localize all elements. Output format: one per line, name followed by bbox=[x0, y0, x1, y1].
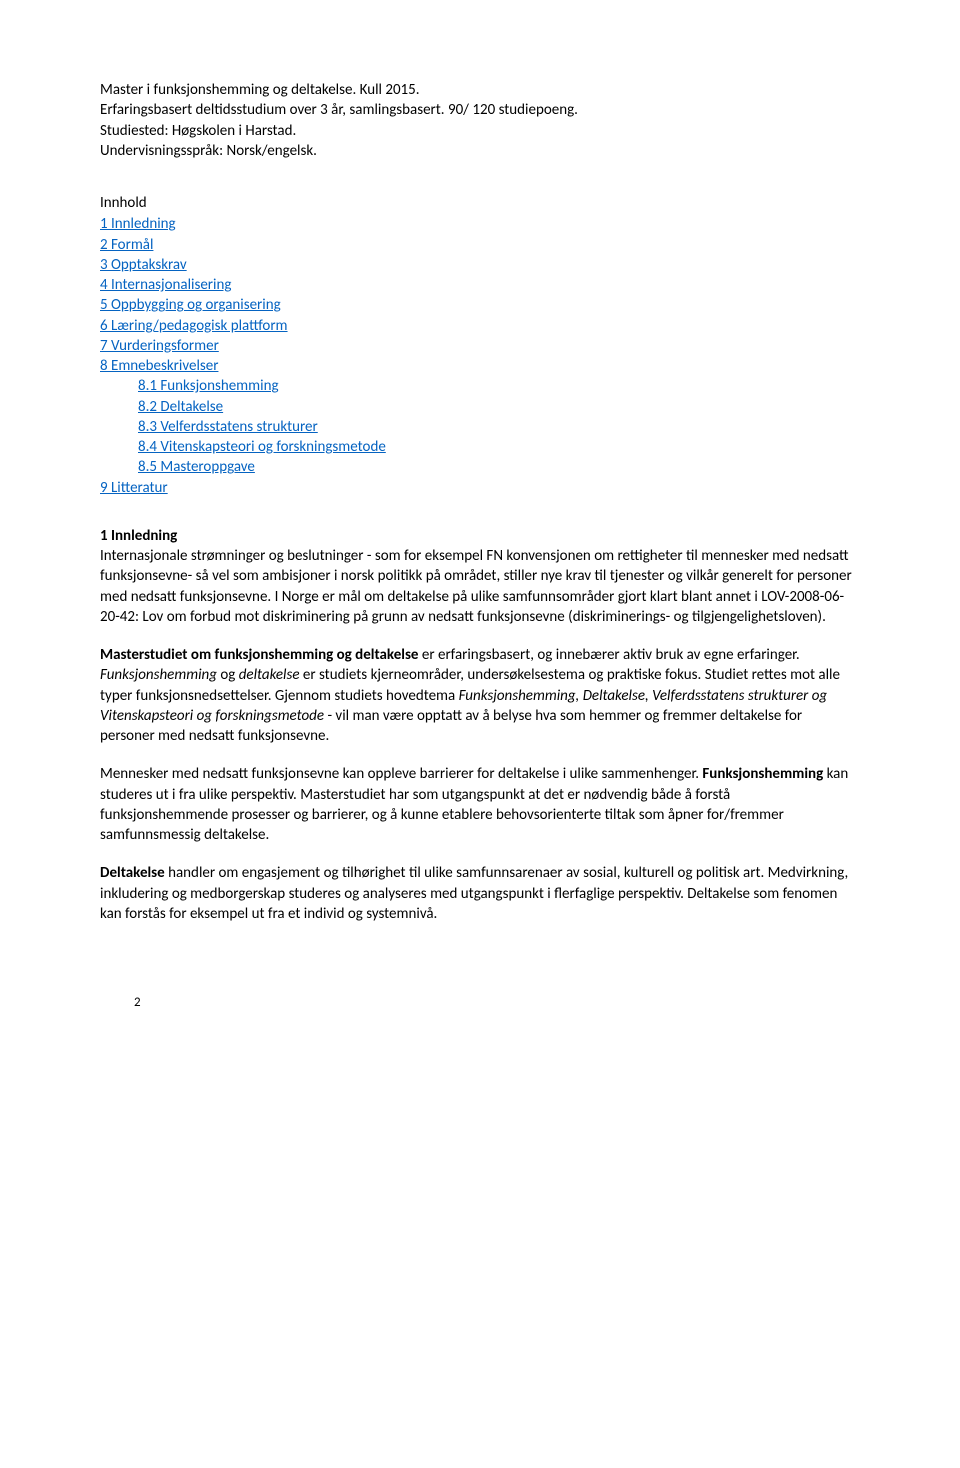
toc-link[interactable]: 6 Læring/pedagogisk plattform bbox=[100, 316, 860, 336]
toc-link[interactable]: 8.4 Vitenskapsteori og forskningsmetode bbox=[100, 437, 860, 457]
header-line-2: Erfaringsbasert deltidsstudium over 3 år… bbox=[100, 100, 860, 120]
text-run: og bbox=[217, 666, 239, 684]
toc-link[interactable]: 9 Litteratur bbox=[100, 478, 860, 498]
section-1-heading: 1 Innledning bbox=[100, 526, 860, 546]
bold-run-funksjonshemming: Funksjonshemming bbox=[702, 765, 823, 783]
toc-link[interactable]: 7 Vurderingsformer bbox=[100, 336, 860, 356]
toc-link[interactable]: 5 Oppbygging og organisering bbox=[100, 295, 860, 315]
toc-link[interactable]: 8.5 Masteroppgave bbox=[100, 457, 860, 477]
bold-run-masterstudiet: Masterstudiet om funksjonshemming og del… bbox=[100, 646, 419, 664]
header-line-1: Master i funksjonshemming og deltakelse.… bbox=[100, 80, 860, 100]
italic-run-funksjonshemming: Funksjonshemming bbox=[100, 666, 217, 684]
toc-link[interactable]: 2 Formål bbox=[100, 235, 860, 255]
page-number: 2 bbox=[100, 994, 860, 1012]
toc-link[interactable]: 8.3 Velferdsstatens strukturer bbox=[100, 417, 860, 437]
toc-items: 1 Innledning2 Formål3 Opptakskrav4 Inter… bbox=[100, 214, 860, 498]
italic-run-deltakelse: deltakelse bbox=[239, 666, 300, 684]
header-line-4: Undervisningsspråk: Norsk/engelsk. bbox=[100, 141, 860, 161]
section-innledning: 1 Innledning Internasjonale strømninger … bbox=[100, 526, 860, 627]
header-line-3: Studiested: Høgskolen i Harstad. bbox=[100, 121, 860, 141]
section-1-body: Internasjonale strømninger og beslutning… bbox=[100, 546, 860, 627]
section-mennesker: Mennesker med nedsatt funksjonsevne kan … bbox=[100, 764, 860, 845]
toc-title: Innhold bbox=[100, 193, 860, 213]
text-run: handler om engasjement og tilhørighet ti… bbox=[100, 864, 848, 923]
table-of-contents: Innhold 1 Innledning2 Formål3 Opptakskra… bbox=[100, 193, 860, 498]
document-header: Master i funksjonshemming og deltakelse.… bbox=[100, 80, 860, 161]
toc-link[interactable]: 8.1 Funksjonshemming bbox=[100, 376, 860, 396]
section-masterstudiet: Masterstudiet om funksjonshemming og del… bbox=[100, 645, 860, 746]
toc-link[interactable]: 8.2 Deltakelse bbox=[100, 397, 860, 417]
text-run: er erfaringsbasert, og innebærer aktiv b… bbox=[419, 646, 800, 664]
toc-link[interactable]: 8 Emnebeskrivelser bbox=[100, 356, 860, 376]
section-deltakelse: Deltakelse handler om engasjement og til… bbox=[100, 863, 860, 924]
text-run: Mennesker med nedsatt funksjonsevne kan … bbox=[100, 765, 702, 783]
bold-run-deltakelse: Deltakelse bbox=[100, 864, 165, 882]
toc-link[interactable]: 1 Innledning bbox=[100, 214, 860, 234]
toc-link[interactable]: 4 Internasjonalisering bbox=[100, 275, 860, 295]
toc-link[interactable]: 3 Opptakskrav bbox=[100, 255, 860, 275]
